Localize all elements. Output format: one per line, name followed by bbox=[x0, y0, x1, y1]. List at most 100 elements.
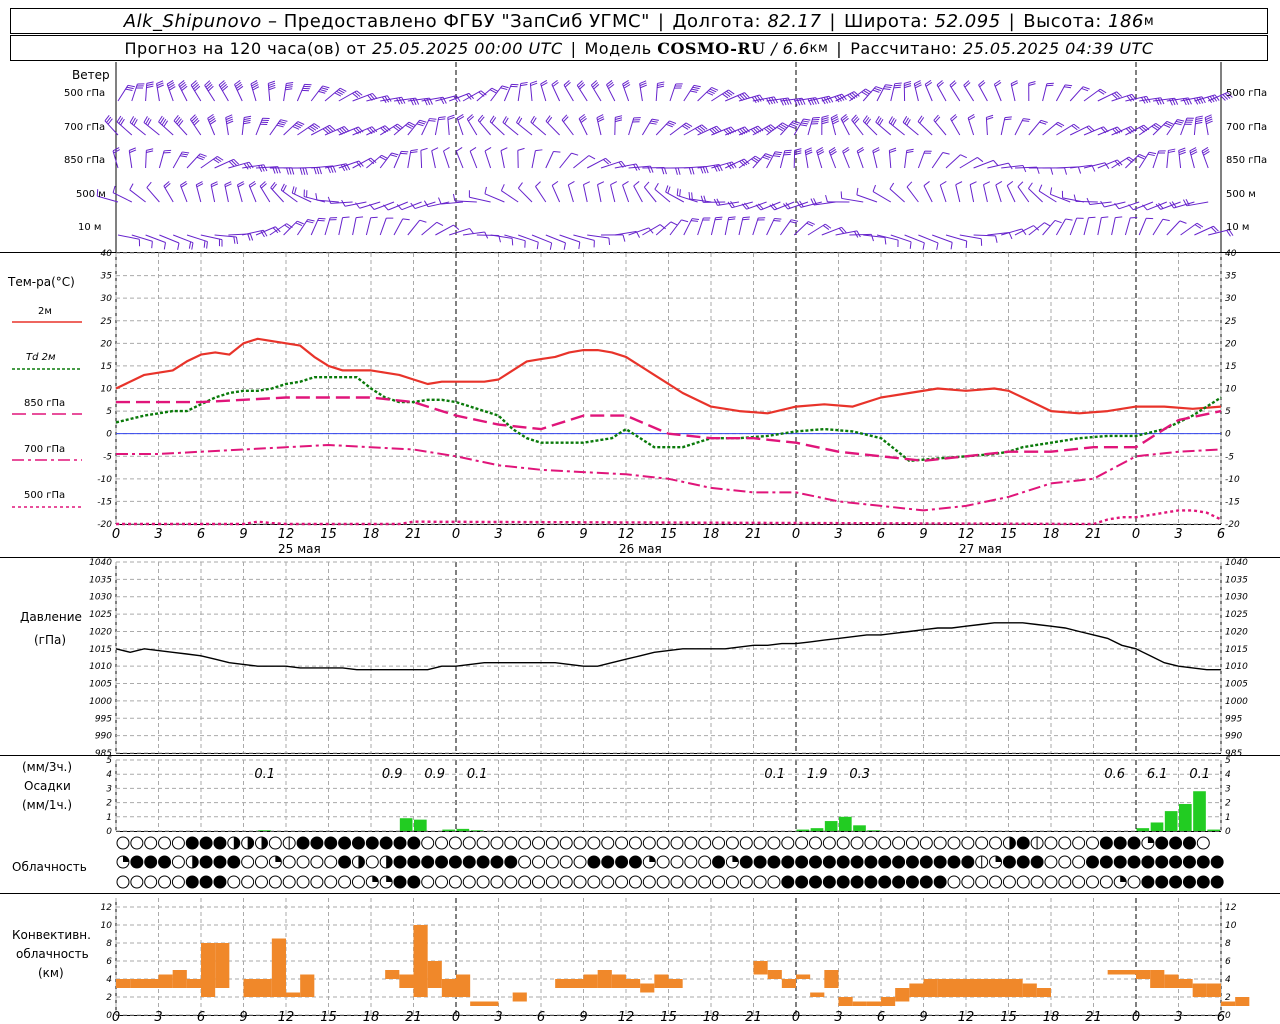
wind-barb-feather bbox=[244, 115, 252, 118]
cloud-symbol bbox=[199, 875, 213, 889]
wind-barb-feather bbox=[1008, 232, 1013, 240]
wind-barb-feather bbox=[370, 157, 377, 163]
wind-barb-feather bbox=[681, 125, 689, 130]
cloud-symbol bbox=[795, 855, 809, 869]
wind-barb bbox=[431, 150, 436, 169]
wind-barb bbox=[366, 95, 388, 102]
wind-barb-feather bbox=[857, 149, 865, 154]
wind-barb-feather bbox=[866, 118, 872, 125]
wind-barb-feather bbox=[1113, 92, 1120, 99]
wind-barb bbox=[969, 184, 975, 203]
wind-barb bbox=[959, 234, 982, 240]
wind-barb-feather bbox=[210, 181, 218, 186]
wind-barb bbox=[596, 117, 602, 136]
cloud-symbol bbox=[739, 855, 753, 869]
wind-barb-feather bbox=[851, 92, 858, 98]
wind-barb-feather bbox=[955, 181, 963, 186]
wind-barb-feather bbox=[1198, 97, 1204, 104]
cloud-symbol bbox=[656, 855, 670, 869]
wind-barb-feather bbox=[268, 82, 276, 87]
wind-barb bbox=[195, 184, 202, 203]
precip-tick-right: 3 bbox=[1225, 784, 1231, 794]
wind-barb-feather bbox=[1195, 119, 1203, 123]
wind-barb-feather bbox=[657, 83, 665, 87]
wind-barb-feather bbox=[1004, 118, 1012, 121]
wind-level-500hpa-right: 500 гПа bbox=[1226, 88, 1268, 99]
cloud-symbol bbox=[532, 855, 545, 869]
wind-barb bbox=[352, 157, 372, 169]
pressure-tick-right: 1000 bbox=[1225, 697, 1248, 707]
hour-tick-bottom: 18 bbox=[703, 1010, 720, 1024]
wind-barb bbox=[1001, 228, 1023, 236]
hour-tick-top: 3 bbox=[834, 527, 842, 542]
wind-barb-feather bbox=[342, 216, 350, 219]
wind-barb-feather bbox=[1065, 84, 1073, 87]
wind-barb-feather bbox=[225, 114, 233, 118]
cloud-symbol bbox=[476, 855, 490, 869]
wind-barb bbox=[1028, 188, 1043, 203]
wind-barb-feather bbox=[774, 218, 782, 220]
conv-bar bbox=[909, 983, 924, 997]
cloud-symbol bbox=[255, 855, 268, 869]
wind-barb bbox=[1138, 123, 1157, 136]
precip-sum-label: 0.1 bbox=[467, 767, 488, 782]
cloud-symbol bbox=[365, 836, 379, 850]
wind-barb-feather bbox=[685, 122, 693, 128]
wind-barb-feather bbox=[978, 80, 985, 86]
title-bar: Alk_Shipunovo – Предоставлено ФГБУ "ЗапС… bbox=[10, 8, 1268, 34]
cloud-symbol bbox=[1030, 855, 1044, 869]
wind-barb-feather bbox=[923, 181, 930, 187]
cloud-symbol bbox=[310, 836, 324, 850]
wind-level-10m-right: 10 м bbox=[1226, 222, 1250, 233]
wind-barb bbox=[1042, 220, 1056, 236]
wind-barb-feather bbox=[963, 80, 970, 86]
pressure-tick-right: 1010 bbox=[1225, 662, 1248, 672]
wind-barb-feather bbox=[211, 183, 219, 188]
hour-tick-top: 12 bbox=[618, 527, 635, 542]
wind-barb bbox=[159, 234, 180, 244]
wind-barb-feather bbox=[622, 180, 629, 186]
legend-850-label: 850 гПа bbox=[24, 398, 66, 409]
wind-barb-feather bbox=[701, 124, 708, 130]
temp-line-1 bbox=[115, 376, 1222, 462]
wind-barb bbox=[697, 87, 712, 102]
wind-barb-feather bbox=[116, 115, 122, 123]
cloud-symbol bbox=[1169, 855, 1183, 869]
wind-barb bbox=[365, 217, 372, 236]
wind-barb-feather bbox=[650, 165, 654, 173]
wind-barb-feather bbox=[830, 114, 838, 119]
wind-barb-feather bbox=[233, 158, 240, 165]
wind-barb-feather bbox=[112, 185, 116, 193]
wind-barb bbox=[545, 120, 560, 136]
wind-barb bbox=[502, 121, 519, 136]
wind-barb bbox=[296, 219, 309, 236]
wind-barb-feather bbox=[838, 227, 845, 234]
wind-barb bbox=[200, 234, 223, 241]
cloud-symbol bbox=[601, 875, 615, 889]
wind-barb-feather bbox=[793, 120, 801, 124]
wind-barb-feather bbox=[208, 115, 215, 121]
conv-bar bbox=[1022, 983, 1037, 997]
pressure-tick-left: 1035 bbox=[89, 575, 112, 585]
wind-barb-feather bbox=[703, 195, 707, 203]
wind-barb-feather bbox=[173, 114, 179, 122]
wind-barb-feather bbox=[828, 95, 834, 103]
temp-tick-right: 15 bbox=[1225, 362, 1237, 372]
cloud-symbol bbox=[338, 836, 352, 850]
wind-barb-feather bbox=[164, 183, 171, 189]
forecast-time: 25.05.2025 00:00 UTC bbox=[372, 38, 563, 58]
wind-barb bbox=[490, 85, 503, 102]
wind-barb-feather bbox=[178, 120, 184, 127]
wind-barb-feather bbox=[762, 156, 770, 160]
wind-barb-feather bbox=[724, 92, 731, 98]
cloud-symbol bbox=[448, 836, 462, 850]
wind-barb-feather bbox=[372, 93, 378, 100]
wind-barb-feather bbox=[369, 127, 375, 134]
precip-sum-label: 0.3 bbox=[849, 767, 870, 782]
hour-tick-bottom: 12 bbox=[618, 1010, 635, 1024]
wind-barb-feather bbox=[453, 96, 459, 103]
cloud-symbol bbox=[324, 875, 338, 889]
wind-barb bbox=[766, 122, 783, 136]
wind-barb bbox=[545, 151, 554, 169]
